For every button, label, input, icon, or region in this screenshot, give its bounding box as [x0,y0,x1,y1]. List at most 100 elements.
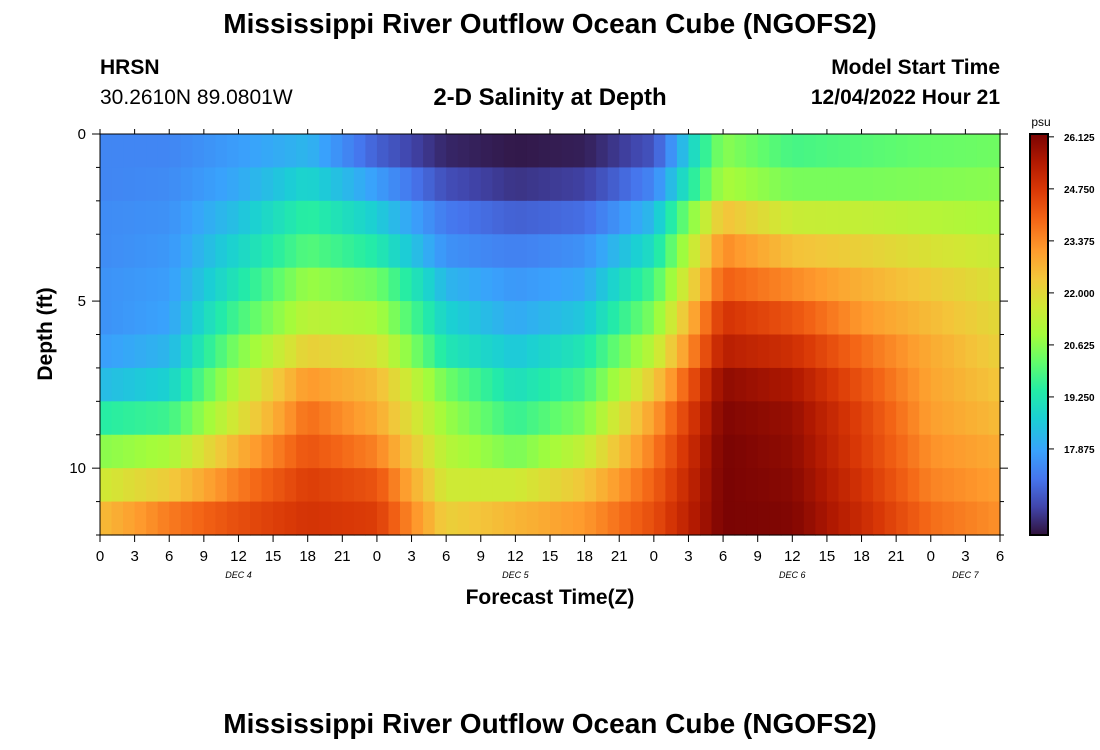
heatmap-cell [111,267,124,302]
heatmap-cell [965,267,978,302]
heatmap-cell [434,468,447,503]
heatmap-cell [584,134,597,169]
heatmap-cell [930,501,943,536]
heatmap-cell [723,301,736,336]
heatmap-cell [803,434,816,469]
heatmap-cell [423,367,436,402]
heatmap-cell [469,367,482,402]
heatmap-cell [907,134,920,169]
heatmap-cell [803,334,816,369]
heatmap-cell [376,334,390,369]
heatmap-cell [238,200,251,235]
heatmap-cell [319,401,332,436]
heatmap-cell [365,501,378,536]
heatmap-cell [296,401,309,436]
heatmap-cell [746,468,759,503]
heatmap-cell [330,167,343,202]
heatmap-cell [400,301,413,336]
heatmap-cell [769,434,782,469]
heatmap-cell [434,234,447,269]
heatmap-cell [238,434,251,469]
heatmap-cell [423,267,436,302]
heatmap-cell [850,234,863,269]
heatmap-cell [942,401,955,436]
heatmap-cell [653,367,666,402]
heatmap-cell [157,267,170,302]
heatmap-cell [688,334,701,369]
heatmap-cell [573,501,586,536]
heatmap-cell [480,200,493,235]
heatmap-cell [746,434,759,469]
heatmap-cell [226,434,240,469]
heatmap-cell [146,200,159,235]
heatmap-cell [261,468,274,503]
heatmap-cell [273,501,286,536]
heatmap-cell [446,501,459,536]
heatmap-cell [550,200,563,235]
heatmap-cell [930,401,943,436]
heatmap-cell [896,167,909,202]
heatmap-cell [365,267,378,302]
heatmap-cell [803,301,816,336]
heatmap-cell [642,334,655,369]
heatmap-cell [700,234,713,269]
heatmap-cell [561,167,574,202]
heatmap-cell [653,301,666,336]
heatmap-cell [803,234,816,269]
heatmap-cell [480,301,493,336]
x-tick-label: 12 [230,548,247,565]
model-start-value: 12/04/2022 Hour 21 [810,86,1000,109]
heatmap-cell [896,401,909,436]
heatmap-cell [642,234,655,269]
heatmap-cell [942,501,955,536]
heatmap-cell [976,501,990,536]
heatmap-cell [169,267,182,302]
heatmap-cell [492,468,505,503]
heatmap-cell [480,234,493,269]
heatmap-cell [815,234,828,269]
heatmap-cell [457,200,470,235]
heatmap-cell [907,301,920,336]
heatmap-cell [850,401,863,436]
heatmap-cell [630,401,643,436]
heatmap-cell [700,334,713,369]
heatmap-cell [250,334,263,369]
heatmap-cell [446,267,459,302]
heatmap-cell [111,334,124,369]
heatmap-cell [619,301,632,336]
x-axis: 0 3 6 9 12 15 18 21 0 3 6 9 12 15 18 21 0 3 6 9 12 15 18 21 0 3 6 D… [96,129,1004,580]
heatmap-cell [711,434,724,469]
heatmap-cell [988,501,1001,536]
heatmap-cell [330,434,343,469]
heatmap-cell [457,134,470,169]
heatmap-cell [215,501,228,536]
heatmap-cell [538,301,551,336]
heatmap-cell [884,367,897,402]
heatmap-cell [203,334,216,369]
x-tick-label: 12 [784,548,801,565]
heatmap-cell [780,334,793,369]
heatmap-cell [757,267,770,302]
heatmap-cell [561,367,574,402]
heatmap-cell [688,434,701,469]
heatmap-cell [746,401,759,436]
heatmap-cell [596,167,609,202]
colorbar-tick-label: 17.875 [1064,445,1095,456]
heatmap-cell [676,401,690,436]
heatmap-cell [503,301,516,336]
heatmap-cell [192,434,205,469]
heatmap-cell [942,134,955,169]
heatmap-cell [492,301,505,336]
heatmap-cell [873,200,886,235]
heatmap-cell [596,134,609,169]
heatmap-cell [573,434,586,469]
heatmap-cell [423,501,436,536]
heatmap-cell [446,334,459,369]
heatmap-cell [330,401,343,436]
heatmap-cell [780,167,793,202]
heatmap-cell [642,267,655,302]
heatmap-cell [123,134,136,169]
heatmap-cell [803,267,816,302]
heatmap-cell [653,234,666,269]
heatmap-cell [365,334,378,369]
